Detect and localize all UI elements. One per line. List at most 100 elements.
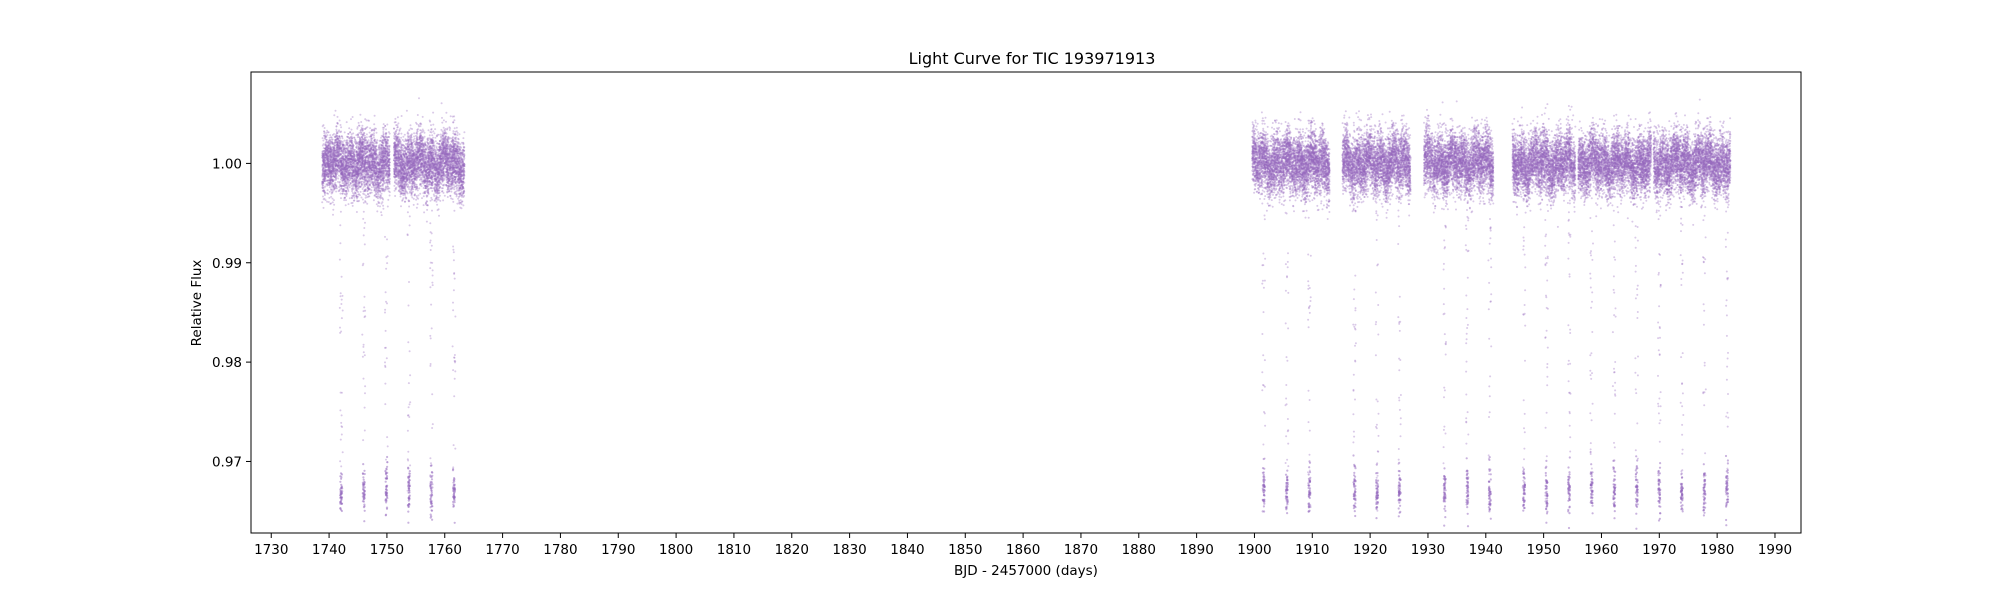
flux-point bbox=[382, 139, 385, 142]
flux-point bbox=[456, 134, 459, 137]
flux-point bbox=[363, 167, 366, 170]
flux-point bbox=[344, 175, 347, 178]
flux-point bbox=[331, 142, 334, 145]
flux-point bbox=[340, 171, 343, 174]
flux-point bbox=[329, 134, 332, 137]
flux-point bbox=[325, 162, 328, 165]
flux-point bbox=[350, 118, 352, 121]
flux-point bbox=[394, 117, 397, 120]
flux-point bbox=[366, 161, 369, 164]
flux-point bbox=[364, 173, 367, 176]
flux-point bbox=[388, 191, 391, 194]
flux-point bbox=[360, 162, 363, 164]
flux-point bbox=[376, 210, 379, 213]
flux-point bbox=[368, 131, 371, 134]
flux-point bbox=[380, 146, 383, 149]
flux-point bbox=[355, 185, 358, 188]
flux-point bbox=[326, 134, 329, 137]
flux-point bbox=[334, 149, 337, 152]
flux-point bbox=[381, 189, 384, 192]
flux-point bbox=[360, 196, 363, 199]
flux-point bbox=[328, 190, 331, 193]
flux-point bbox=[377, 184, 380, 186]
flux-point bbox=[349, 139, 352, 142]
flux-point bbox=[423, 135, 426, 138]
flux-point bbox=[321, 137, 324, 140]
flux-point bbox=[372, 160, 375, 163]
flux-point bbox=[358, 153, 361, 156]
flux-point bbox=[328, 142, 330, 145]
flux-point bbox=[368, 144, 371, 147]
flux-point bbox=[349, 140, 352, 143]
flux-point bbox=[330, 142, 333, 145]
flux-point bbox=[380, 165, 383, 168]
flux-point bbox=[387, 175, 389, 178]
flux-point bbox=[366, 190, 369, 193]
flux-point bbox=[376, 176, 379, 178]
flux-point bbox=[351, 177, 354, 180]
flux-point bbox=[382, 128, 385, 131]
flux-point bbox=[373, 123, 376, 126]
flux-point bbox=[332, 170, 334, 173]
flux-point bbox=[379, 205, 381, 208]
flux-point bbox=[339, 145, 341, 148]
flux-point bbox=[382, 207, 385, 210]
flux-point bbox=[357, 184, 360, 187]
flux-point bbox=[453, 127, 456, 130]
flux-point bbox=[321, 125, 324, 128]
flux-point bbox=[344, 204, 347, 207]
flux-point bbox=[343, 185, 346, 188]
flux-point bbox=[377, 205, 379, 207]
flux-point bbox=[449, 137, 452, 140]
flux-point bbox=[335, 132, 338, 135]
flux-point bbox=[361, 135, 364, 138]
flux-point bbox=[353, 136, 356, 139]
flux-point bbox=[330, 175, 333, 177]
chart-title: Light Curve for TIC 193971913 bbox=[909, 49, 1156, 68]
flux-point bbox=[377, 200, 380, 203]
flux-point bbox=[341, 144, 344, 147]
flux-point bbox=[334, 157, 337, 160]
flux-point bbox=[352, 162, 355, 165]
flux-point bbox=[372, 182, 374, 185]
flux-point bbox=[375, 131, 378, 134]
flux-point bbox=[343, 131, 346, 134]
flux-point bbox=[352, 179, 355, 182]
flux-point bbox=[359, 157, 362, 159]
flux-point bbox=[332, 208, 335, 211]
flux-point bbox=[352, 132, 355, 135]
flux-point bbox=[369, 127, 372, 130]
flux-point bbox=[387, 139, 390, 142]
flux-point bbox=[381, 166, 384, 169]
flux-point bbox=[359, 139, 362, 142]
flux-point bbox=[343, 192, 346, 195]
flux-point bbox=[324, 177, 326, 180]
flux-point bbox=[324, 147, 327, 150]
flux-point bbox=[349, 131, 352, 134]
flux-point bbox=[347, 132, 350, 135]
flux-point bbox=[323, 164, 326, 167]
flux-point bbox=[385, 162, 388, 165]
flux-point bbox=[383, 155, 386, 158]
flux-point bbox=[372, 199, 375, 202]
flux-point bbox=[370, 167, 373, 170]
flux-point bbox=[417, 194, 420, 197]
flux-point bbox=[348, 151, 351, 154]
flux-point bbox=[348, 165, 351, 168]
flux-point bbox=[326, 183, 329, 186]
flux-point bbox=[417, 128, 419, 131]
flux-point bbox=[357, 182, 360, 185]
flux-point bbox=[324, 173, 327, 176]
flux-point bbox=[328, 153, 331, 156]
flux-point bbox=[380, 184, 383, 187]
flux-point bbox=[357, 156, 360, 159]
flux-point bbox=[350, 137, 353, 140]
flux-point bbox=[342, 158, 344, 161]
flux-point bbox=[322, 198, 325, 201]
flux-point bbox=[361, 182, 363, 185]
flux-point bbox=[344, 196, 346, 199]
flux-point bbox=[341, 156, 343, 159]
flux-point bbox=[334, 155, 336, 158]
flux-point bbox=[378, 151, 381, 154]
